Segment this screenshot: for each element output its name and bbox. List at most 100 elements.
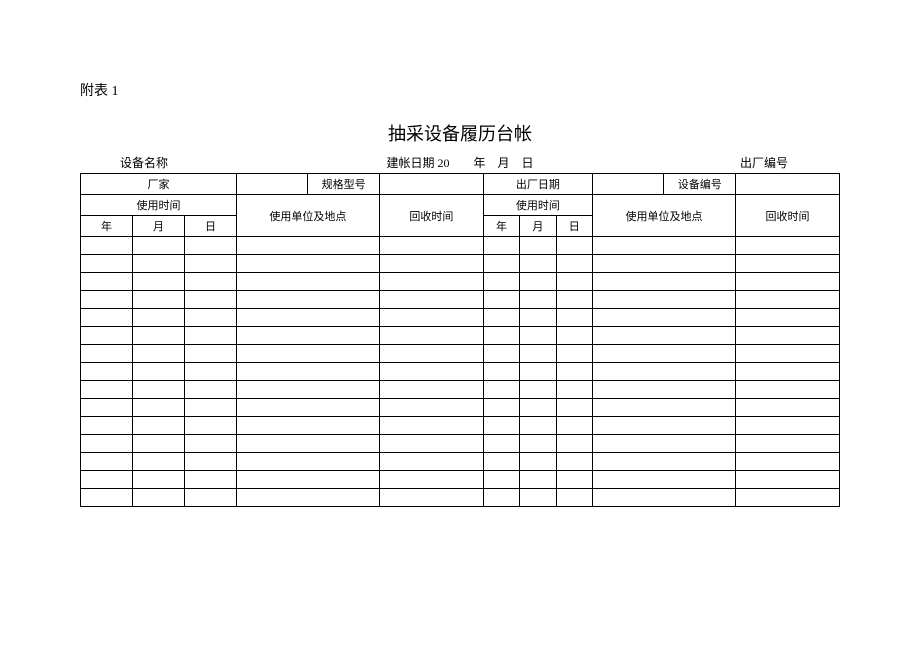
- hdr-factory-date-val: [593, 174, 664, 195]
- table-row: [81, 255, 840, 273]
- cell: [184, 291, 236, 309]
- hdr-y2: 年: [483, 216, 519, 237]
- cell: [236, 471, 379, 489]
- cell: [556, 435, 592, 453]
- hdr-spec-val: [379, 174, 483, 195]
- cell: [483, 435, 519, 453]
- cell: [735, 399, 839, 417]
- cell: [593, 255, 736, 273]
- cell: [483, 453, 519, 471]
- cell: [483, 291, 519, 309]
- hdr-manufacturer-val: [236, 174, 307, 195]
- table-row: [81, 237, 840, 255]
- cell: [735, 237, 839, 255]
- cell: [556, 345, 592, 363]
- cell: [81, 453, 133, 471]
- cell: [132, 273, 184, 291]
- cell: [556, 471, 592, 489]
- cell: [81, 345, 133, 363]
- cell: [483, 345, 519, 363]
- cell: [184, 273, 236, 291]
- cell: [184, 453, 236, 471]
- cell: [483, 327, 519, 345]
- cell: [236, 453, 379, 471]
- cell: [132, 309, 184, 327]
- cell: [483, 237, 519, 255]
- cell: [81, 255, 133, 273]
- cell: [593, 309, 736, 327]
- cell: [520, 255, 556, 273]
- cell: [735, 489, 839, 507]
- cell: [556, 453, 592, 471]
- cell: [236, 291, 379, 309]
- ledger-table: 厂家 规格型号 出厂日期 设备编号 使用时间 使用单位及地点 回收时间 使用时间…: [80, 173, 840, 507]
- table-row: [81, 381, 840, 399]
- hdr-manufacturer: 厂家: [81, 174, 237, 195]
- cell: [184, 417, 236, 435]
- table-row: [81, 489, 840, 507]
- cell: [556, 291, 592, 309]
- cell: [483, 471, 519, 489]
- cell: [483, 309, 519, 327]
- cell: [520, 345, 556, 363]
- hdr-d1: 日: [184, 216, 236, 237]
- cell: [735, 291, 839, 309]
- cell: [556, 309, 592, 327]
- hdr-device-no: 设备编号: [664, 174, 735, 195]
- cell: [735, 453, 839, 471]
- appendix-label: 附表 1: [80, 80, 840, 100]
- cell: [236, 309, 379, 327]
- date-label: 建帐日期 20 年 月 日: [387, 154, 534, 171]
- cell: [379, 327, 483, 345]
- cell: [520, 471, 556, 489]
- cell: [236, 237, 379, 255]
- cell: [379, 453, 483, 471]
- cell: [379, 363, 483, 381]
- cell: [483, 489, 519, 507]
- hdr-use-time-1: 使用时间: [81, 195, 237, 216]
- cell: [236, 255, 379, 273]
- cell: [379, 255, 483, 273]
- cell: [556, 363, 592, 381]
- table-row: [81, 399, 840, 417]
- hdr-recover-1: 回收时间: [379, 195, 483, 237]
- cell: [735, 345, 839, 363]
- hdr-recover-2: 回收时间: [735, 195, 839, 237]
- cell: [81, 489, 133, 507]
- cell: [132, 291, 184, 309]
- cell: [81, 291, 133, 309]
- cell: [184, 327, 236, 345]
- cell: [184, 399, 236, 417]
- hdr-spec: 规格型号: [308, 174, 379, 195]
- cell: [132, 363, 184, 381]
- cell: [379, 381, 483, 399]
- cell: [556, 489, 592, 507]
- cell: [556, 237, 592, 255]
- cell: [556, 417, 592, 435]
- cell: [520, 309, 556, 327]
- cell: [81, 399, 133, 417]
- cell: [735, 273, 839, 291]
- table-row: [81, 327, 840, 345]
- cell: [593, 435, 736, 453]
- cell: [593, 291, 736, 309]
- cell: [379, 309, 483, 327]
- cell: [81, 273, 133, 291]
- cell: [236, 273, 379, 291]
- cell: [184, 471, 236, 489]
- cell: [520, 327, 556, 345]
- cell: [379, 291, 483, 309]
- hdr-d2: 日: [556, 216, 592, 237]
- table-row: [81, 309, 840, 327]
- table-row: [81, 453, 840, 471]
- cell: [132, 399, 184, 417]
- cell: [236, 489, 379, 507]
- cell: [593, 399, 736, 417]
- cell: [593, 489, 736, 507]
- cell: [483, 381, 519, 399]
- device-name-label: 设备名称: [120, 154, 180, 171]
- cell: [735, 255, 839, 273]
- cell: [520, 363, 556, 381]
- page-title: 抽采设备履历台帐: [80, 120, 840, 146]
- cell: [379, 273, 483, 291]
